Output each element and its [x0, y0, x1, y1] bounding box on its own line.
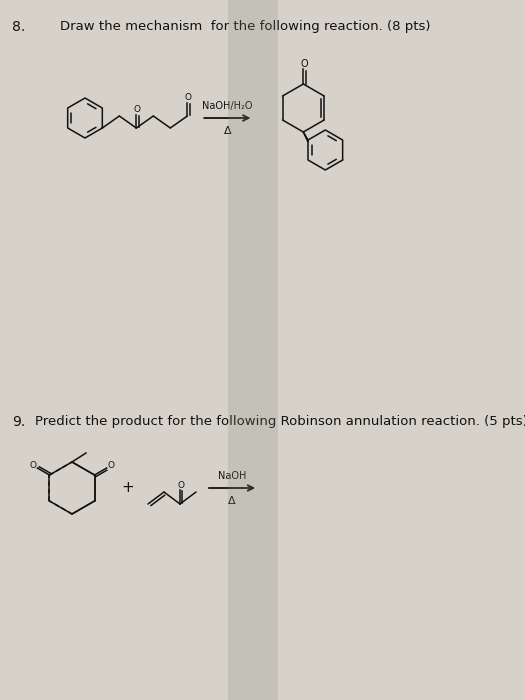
- Text: O: O: [108, 461, 114, 470]
- Text: Predict the product for the following Robinson annulation reaction. (5 pts): Predict the product for the following Ro…: [35, 415, 525, 428]
- Text: O: O: [177, 480, 184, 489]
- Text: 8.: 8.: [12, 20, 25, 34]
- Text: NaOH: NaOH: [218, 471, 246, 481]
- Text: Δ: Δ: [224, 126, 231, 136]
- Text: Draw the mechanism  for the following reaction. (8 pts): Draw the mechanism for the following rea…: [60, 20, 430, 33]
- Text: O: O: [29, 461, 37, 470]
- Text: 9.: 9.: [12, 415, 25, 429]
- Bar: [228, 0, 278, 700]
- Text: NaOH/H₂O: NaOH/H₂O: [202, 101, 253, 111]
- Text: O: O: [134, 106, 141, 115]
- Text: +: +: [122, 480, 134, 496]
- Text: Δ: Δ: [228, 496, 236, 506]
- Text: O: O: [185, 94, 192, 102]
- Text: O: O: [300, 59, 308, 69]
